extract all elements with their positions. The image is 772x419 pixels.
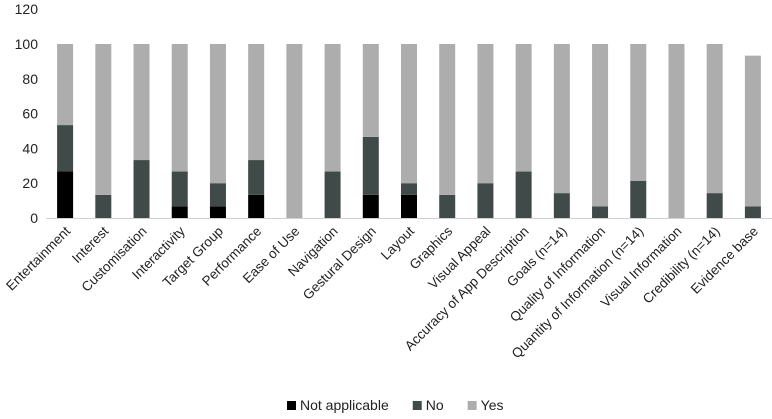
bar-segment-not-applicable [209, 206, 226, 218]
bar-segment-no [706, 193, 723, 218]
bar-segment-yes [630, 44, 647, 181]
y-tick-label: 0 [30, 210, 38, 226]
y-tick-label: 100 [15, 36, 39, 52]
x-tick-label: Evidence base [688, 224, 761, 297]
bar-segment-no [553, 193, 570, 218]
bar-segment-yes [706, 44, 723, 194]
bar-segment-not-applicable [401, 194, 417, 218]
y-tick-label: 120 [15, 1, 39, 17]
bar-segment-not-applicable [57, 171, 74, 218]
x-tick-label: Entertainment [3, 223, 73, 293]
legend-swatch [287, 401, 296, 410]
bar-segment-yes [668, 44, 685, 218]
bar-segment-yes [209, 44, 226, 184]
bar-segment-yes [553, 44, 570, 194]
bar-segment-no [401, 183, 417, 195]
bar-segment-no [133, 160, 150, 218]
bar-segment-no [630, 180, 647, 218]
bar-segment-yes [592, 44, 609, 207]
bar-segment-yes [744, 55, 761, 207]
x-axis: EntertainmentInterestCustomisationIntera… [3, 218, 772, 361]
bar-segment-yes [439, 44, 456, 195]
bar-segment-yes [95, 44, 112, 195]
y-tick-label: 60 [22, 106, 38, 122]
bar-segment-not-applicable [362, 194, 379, 218]
bar-segment-not-applicable [248, 194, 265, 218]
bar-segment-no [171, 171, 188, 207]
y-tick-label: 20 [22, 175, 38, 191]
bar-segment-yes [133, 44, 150, 161]
legend-swatch [412, 401, 422, 410]
legend-label: Not applicable [300, 397, 389, 413]
bar-segment-yes [477, 44, 494, 184]
bar-segment-no [57, 125, 74, 172]
y-tick-label: 40 [22, 140, 38, 156]
bar-segment-no [515, 171, 532, 218]
legend-label: No [426, 397, 444, 413]
bar-segment-yes [286, 44, 303, 218]
bars [57, 44, 761, 218]
bar-segment-yes [401, 44, 417, 184]
bar-segment-no [744, 206, 761, 218]
y-tick-label: 80 [22, 71, 38, 87]
legend-label: Yes [481, 397, 504, 413]
bar-segment-yes [57, 44, 74, 126]
bar-segment-yes [515, 44, 532, 172]
bar-segment-no [477, 183, 494, 218]
y-axis: 0 20 40 60 80 100 120 [15, 1, 39, 226]
bar-segment-no [362, 136, 379, 195]
bar-segment-yes [171, 44, 188, 172]
bar-segment-no [324, 171, 341, 218]
bar-segment-yes [324, 44, 341, 172]
bar-segment-yes [362, 44, 379, 137]
legend: Not applicable No Yes [287, 397, 503, 413]
bar-segment-no [439, 194, 456, 218]
bar-segment-not-applicable [171, 206, 188, 218]
bar-segment-no [592, 206, 609, 218]
bar-segment-yes [248, 44, 265, 161]
bar-segment-no [248, 160, 265, 195]
legend-swatch [467, 401, 477, 410]
bar-segment-no [209, 183, 226, 207]
bar-segment-no [95, 194, 112, 218]
